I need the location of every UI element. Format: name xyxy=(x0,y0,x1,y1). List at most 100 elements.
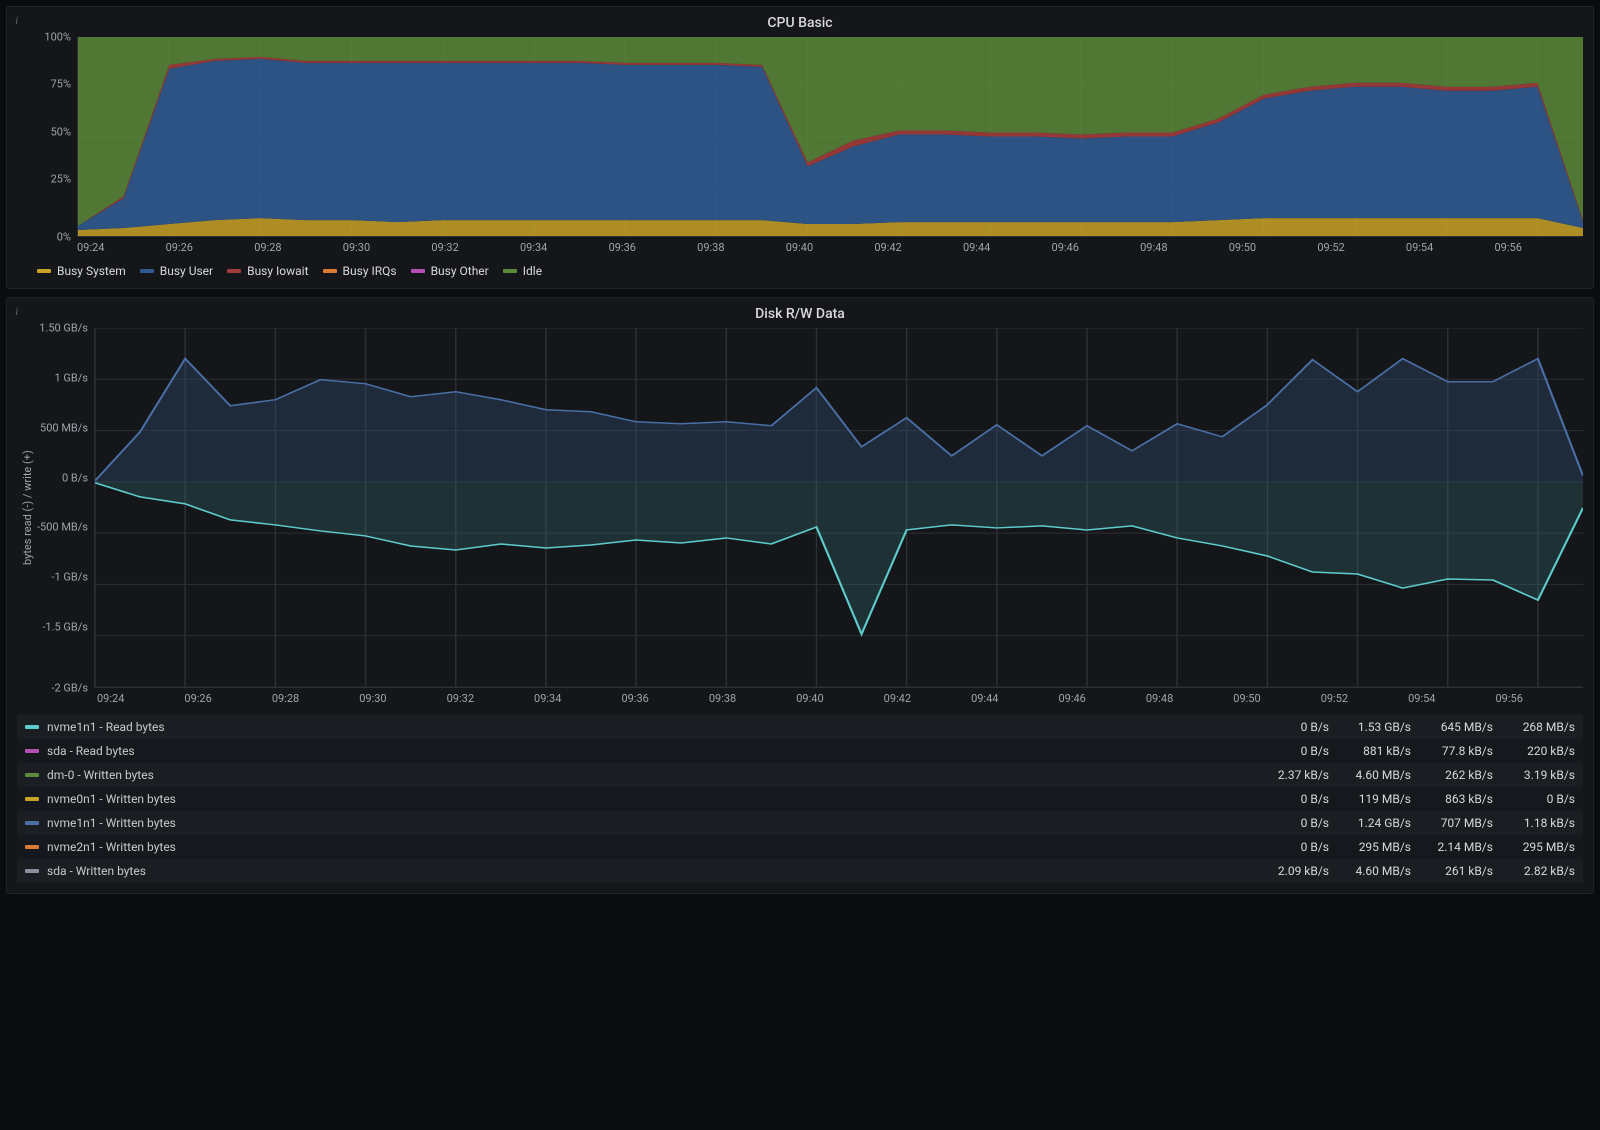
legend-row[interactable]: nvme0n1 - Written bytes0 B/s119 MB/s863 … xyxy=(17,787,1583,811)
legend-value: 4.60 MB/s xyxy=(1329,864,1411,878)
legend-value: 2.14 MB/s xyxy=(1411,840,1493,854)
legend-value: 4.60 MB/s xyxy=(1329,768,1411,782)
xlabel: 09:26 xyxy=(184,692,271,705)
legend-value: 3.19 kB/s xyxy=(1493,768,1575,782)
info-icon[interactable]: i xyxy=(15,13,18,28)
legend-value: 0 B/s xyxy=(1247,720,1329,734)
disk-yaxis-labels: 1.50 GB/s1 GB/s500 MB/s0 B/s-500 MB/s-1 … xyxy=(34,328,94,688)
ylabel: -1.5 GB/s xyxy=(34,622,88,633)
legend-name: dm-0 - Written bytes xyxy=(47,768,1247,782)
xlabel: 09:30 xyxy=(343,241,432,254)
legend-value: 0 B/s xyxy=(1247,744,1329,758)
legend-item[interactable]: Idle xyxy=(503,264,542,278)
disk-xaxis-labels: 09:2409:2609:2809:3009:3209:3409:3609:38… xyxy=(97,692,1583,705)
legend-value: 295 MB/s xyxy=(1329,840,1411,854)
legend-value: 1.53 GB/s xyxy=(1329,720,1411,734)
xlabel: 09:26 xyxy=(166,241,255,254)
legend-value: 295 MB/s xyxy=(1493,840,1575,854)
legend-value: 0 B/s xyxy=(1247,840,1329,854)
legend-item[interactable]: Busy Iowait xyxy=(227,264,308,278)
legend-value: 220 kB/s xyxy=(1493,744,1575,758)
xlabel: 09:48 xyxy=(1146,692,1233,705)
legend-label: Busy User xyxy=(160,264,213,278)
panel-title-disk: Disk R/W Data xyxy=(17,306,1583,322)
legend-value: 1.18 kB/s xyxy=(1493,816,1575,830)
legend-label: Busy IRQs xyxy=(343,264,397,278)
xlabel: 09:42 xyxy=(884,692,971,705)
disk-plot[interactable] xyxy=(94,328,1583,688)
legend-name: sda - Written bytes xyxy=(47,864,1247,878)
legend-swatch xyxy=(411,269,425,273)
xlabel: 09:28 xyxy=(272,692,359,705)
legend-label: Busy Iowait xyxy=(247,264,308,278)
legend-name: nvme1n1 - Read bytes xyxy=(47,720,1247,734)
xlabel: 09:32 xyxy=(447,692,534,705)
ylabel: 1 GB/s xyxy=(34,372,88,383)
legend-value: 77.8 kB/s xyxy=(1411,744,1493,758)
xlabel: 09:56 xyxy=(1495,241,1584,254)
legend-swatch xyxy=(25,845,39,849)
legend-swatch xyxy=(227,269,241,273)
legend-value: 0 B/s xyxy=(1247,792,1329,806)
legend-row[interactable]: dm-0 - Written bytes2.37 kB/s4.60 MB/s26… xyxy=(17,763,1583,787)
legend-row[interactable]: nvme1n1 - Read bytes0 B/s1.53 GB/s645 MB… xyxy=(17,715,1583,739)
legend-label: Busy System xyxy=(57,264,126,278)
legend-value: 261 kB/s xyxy=(1411,864,1493,878)
xlabel: 09:54 xyxy=(1408,692,1495,705)
panel-disk: i Disk R/W Data bytes read (-) / write (… xyxy=(6,297,1594,894)
legend-value: 2.82 kB/s xyxy=(1493,864,1575,878)
ylabel: -2 GB/s xyxy=(34,682,88,693)
legend-row[interactable]: sda - Written bytes2.09 kB/s4.60 MB/s261… xyxy=(17,859,1583,883)
xlabel: 09:38 xyxy=(709,692,796,705)
xlabel: 09:32 xyxy=(431,241,520,254)
disk-legend-table: nvme1n1 - Read bytes0 B/s1.53 GB/s645 MB… xyxy=(17,715,1583,883)
legend-item[interactable]: Busy User xyxy=(140,264,213,278)
xlabel: 09:24 xyxy=(77,241,166,254)
ylabel: 100% xyxy=(17,32,71,43)
legend-item[interactable]: Busy Other xyxy=(411,264,489,278)
xlabel: 09:52 xyxy=(1317,241,1406,254)
panel-title-cpu: CPU Basic xyxy=(17,15,1583,31)
legend-value: 119 MB/s xyxy=(1329,792,1411,806)
xlabel: 09:56 xyxy=(1496,692,1583,705)
xlabel: 09:38 xyxy=(697,241,786,254)
cpu-yaxis-labels: 100%75%50%25%0% xyxy=(17,37,77,237)
xlabel: 09:40 xyxy=(786,241,875,254)
legend-swatch xyxy=(25,725,39,729)
ylabel: -1 GB/s xyxy=(34,572,88,583)
xlabel: 09:52 xyxy=(1321,692,1408,705)
xlabel: 09:24 xyxy=(97,692,184,705)
xlabel: 09:44 xyxy=(971,692,1058,705)
legend-value: 2.09 kB/s xyxy=(1247,864,1329,878)
info-icon[interactable]: i xyxy=(15,304,18,319)
legend-value: 0 B/s xyxy=(1247,816,1329,830)
legend-value: 645 MB/s xyxy=(1411,720,1493,734)
ylabel: 50% xyxy=(17,126,71,137)
ylabel: 0% xyxy=(17,232,71,243)
legend-swatch xyxy=(25,749,39,753)
panel-cpu: i CPU Basic 100%75%50%25%0% 09:2409:2609… xyxy=(6,6,1594,289)
ylabel: 500 MB/s xyxy=(34,422,88,433)
xlabel: 09:40 xyxy=(796,692,883,705)
xlabel: 09:50 xyxy=(1233,692,1320,705)
ylabel: -500 MB/s xyxy=(34,522,88,533)
legend-item[interactable]: Busy IRQs xyxy=(323,264,397,278)
legend-value: 2.37 kB/s xyxy=(1247,768,1329,782)
legend-swatch xyxy=(503,269,517,273)
legend-value: 881 kB/s xyxy=(1329,744,1411,758)
cpu-plot[interactable] xyxy=(77,37,1583,237)
legend-value: 707 MB/s xyxy=(1411,816,1493,830)
ylabel: 75% xyxy=(17,79,71,90)
legend-value: 0 B/s xyxy=(1493,792,1575,806)
legend-row[interactable]: nvme1n1 - Written bytes0 B/s1.24 GB/s707… xyxy=(17,811,1583,835)
disk-yaxis-title: bytes read (-) / write (+) xyxy=(17,328,34,688)
legend-swatch xyxy=(323,269,337,273)
legend-name: nvme2n1 - Written bytes xyxy=(47,840,1247,854)
legend-row[interactable]: nvme2n1 - Written bytes0 B/s295 MB/s2.14… xyxy=(17,835,1583,859)
cpu-legend: Busy System Busy User Busy Iowait Busy IRQs… xyxy=(37,264,1583,278)
legend-name: nvme0n1 - Written bytes xyxy=(47,792,1247,806)
legend-item[interactable]: Busy System xyxy=(37,264,126,278)
legend-row[interactable]: sda - Read bytes0 B/s881 kB/s77.8 kB/s22… xyxy=(17,739,1583,763)
legend-swatch xyxy=(25,797,39,801)
cpu-xaxis-labels: 09:2409:2609:2809:3009:3209:3409:3609:38… xyxy=(77,241,1583,254)
